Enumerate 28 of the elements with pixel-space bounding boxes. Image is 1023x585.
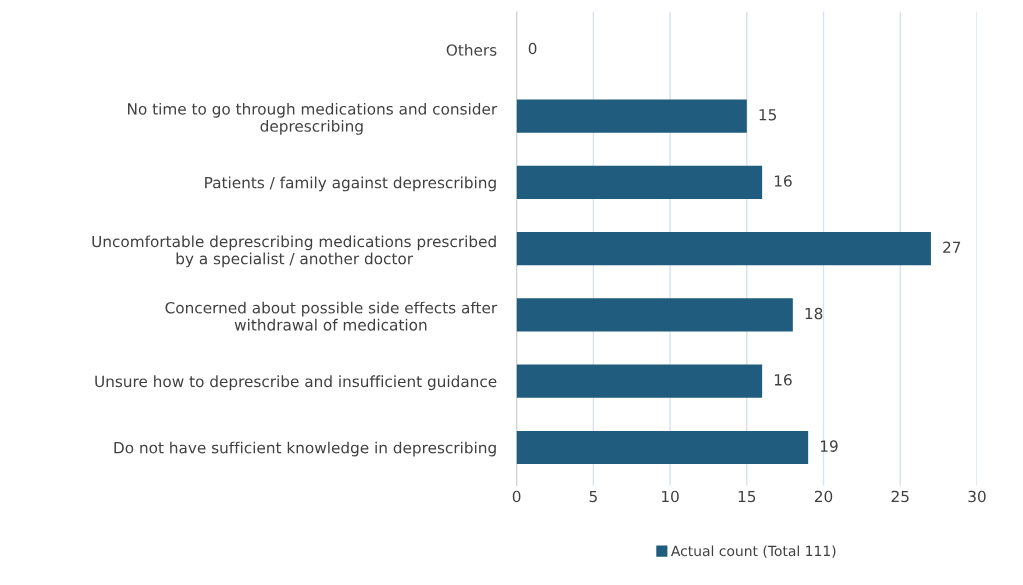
x-tick-label: 15 [738, 490, 756, 503]
bar [516, 165, 763, 199]
x-tick-label: 5 [589, 490, 597, 503]
bar [516, 430, 809, 465]
x-tick-label: 10 [662, 490, 679, 503]
bar [516, 232, 931, 266]
bar [516, 364, 763, 398]
bar [516, 298, 793, 332]
data-label: 16 [774, 374, 792, 386]
bar [516, 99, 747, 133]
data-label: 15 [759, 109, 777, 121]
data-label: 0 [528, 42, 537, 55]
data-label: 18 [805, 307, 823, 320]
data-label: 16 [774, 175, 792, 187]
x-tick-label: 25 [891, 490, 909, 503]
y-tick-label: Concerned about possible side effects after withdrawal of medication [165, 301, 498, 331]
y-tick-label: Patients / family against deprescribing [205, 176, 496, 192]
y-tick-label: No time to go through medications and consider deprescribing [128, 102, 498, 135]
y-tick-label: Unsure how to deprescribe and insufficient guidance [95, 375, 497, 391]
legend-label: Actual count (Total 111) [670, 545, 836, 558]
x-tick-label: 0 [512, 490, 521, 503]
data-label: 19 [820, 440, 838, 452]
x-tick-label: 30 [968, 490, 986, 503]
y-tick-label: Do not have sufficient knowledge in deprescribing [114, 441, 496, 457]
x-tick-label: 20 [814, 490, 833, 503]
y-tick-label: Others [446, 44, 497, 56]
y-tick-label: Uncomfortable deprescribing medications prescribed by a specialist / another doctor [92, 235, 496, 268]
data-label: 27 [943, 241, 961, 253]
